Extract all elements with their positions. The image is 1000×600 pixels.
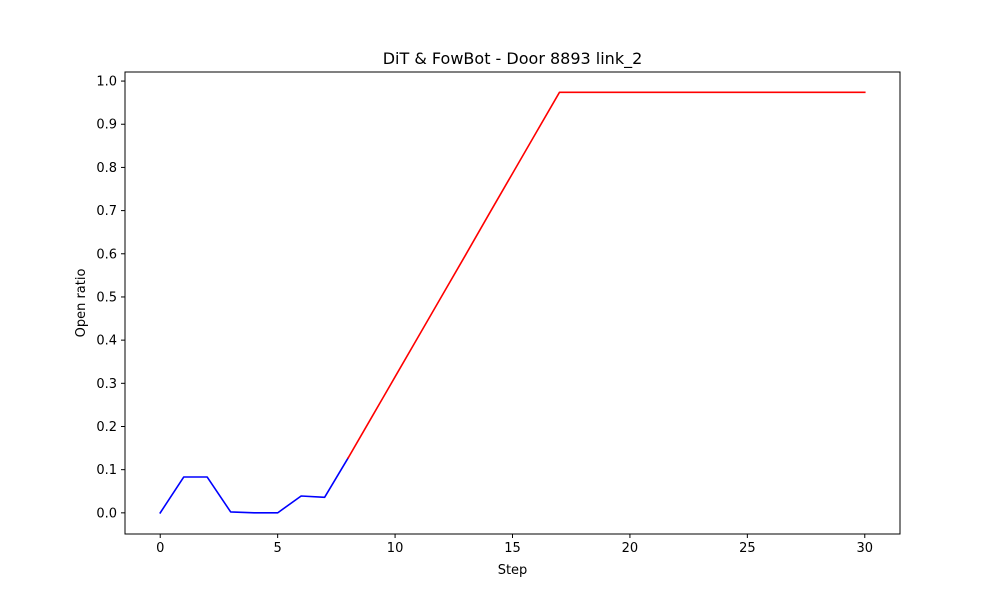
x-tick-label: 0 xyxy=(156,541,164,556)
y-tick-label: 0.4 xyxy=(96,334,117,349)
y-tick-label: 0.5 xyxy=(96,290,117,305)
axes-layer: 0 5 10 15 20 25 30 0.0 0.1 0.2 0.3 0.4 0.5 0.6 0.7 0.8 0… xyxy=(96,75,873,556)
plot-frame xyxy=(124,71,901,535)
series-line-2 xyxy=(347,91,866,460)
x-tick-label: 30 xyxy=(856,541,873,556)
y-tick-label: 0.8 xyxy=(96,161,117,176)
y-axis-label: Open ratio xyxy=(74,269,89,338)
y-tick-label: 0.0 xyxy=(96,506,117,521)
series-layer xyxy=(159,91,866,514)
x-tick-label: 5 xyxy=(274,541,282,556)
chart-title: DiT & FowBot - Door 8893 link_2 xyxy=(383,49,643,69)
x-tick-label: 20 xyxy=(622,541,639,556)
series-line-1 xyxy=(159,456,350,514)
x-axis-label: Step xyxy=(498,563,528,578)
y-tick-label: 0.6 xyxy=(96,247,117,262)
y-tick-label: 0.1 xyxy=(96,463,117,478)
y-tick-label: 0.2 xyxy=(96,420,117,435)
x-tick-label: 10 xyxy=(387,541,404,556)
y-tick-label: 0.3 xyxy=(96,377,117,392)
x-tick-label: 25 xyxy=(739,541,756,556)
x-tick-label: 15 xyxy=(504,541,521,556)
y-tick-label: 0.7 xyxy=(96,204,117,219)
y-tick-label: 1.0 xyxy=(96,75,117,90)
y-tick-label: 0.9 xyxy=(96,118,117,133)
